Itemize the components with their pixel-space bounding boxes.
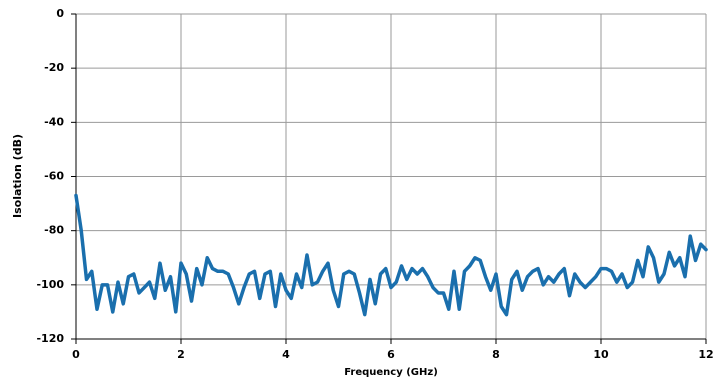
- y-axis-title: Isolation (dB): [11, 134, 24, 218]
- y-tick-label: -20: [44, 61, 64, 74]
- x-axis-title: Frequency (GHz): [344, 367, 438, 378]
- x-tick-label: 6: [387, 348, 395, 361]
- y-tick-label: 0: [56, 7, 64, 20]
- y-tick-label: -40: [44, 115, 64, 128]
- x-tick-label: 8: [492, 348, 500, 361]
- y-tick-label: -80: [44, 224, 64, 237]
- y-tick-label: -100: [36, 278, 64, 291]
- x-tick-label: 2: [177, 348, 185, 361]
- x-tick-label: 0: [72, 348, 80, 361]
- y-tick-label: -60: [44, 170, 64, 183]
- y-tick-label: -120: [36, 332, 64, 345]
- data-line: [74, 193, 708, 317]
- x-tick-label: 4: [282, 348, 290, 361]
- x-tick-label: 10: [593, 348, 609, 361]
- x-tick-label: 12: [698, 348, 713, 361]
